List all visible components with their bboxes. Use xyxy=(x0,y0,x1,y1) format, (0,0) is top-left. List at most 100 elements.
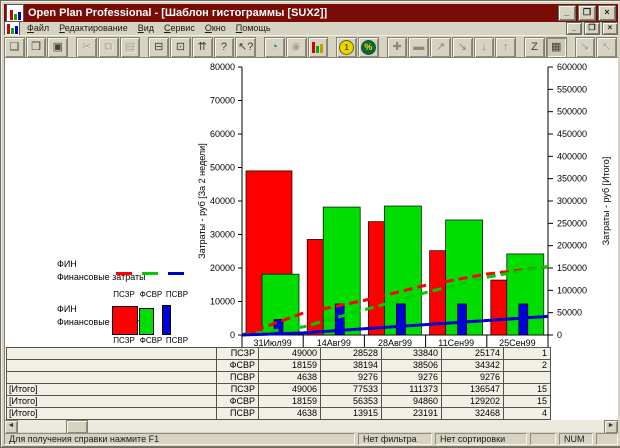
horizontal-scrollbar[interactable]: ◄ ► xyxy=(4,420,618,434)
row-group-cell: [Итого] xyxy=(7,396,216,407)
mdi-close-button[interactable]: × xyxy=(602,21,618,35)
minus-icon: ▬ xyxy=(413,40,425,53)
mdi-minimize-button[interactable]: _ xyxy=(566,21,582,35)
percent-button[interactable]: % xyxy=(358,36,379,58)
new-document-icon: ❏ xyxy=(9,40,20,53)
status-num-indicator: NUM xyxy=(559,433,593,445)
close-button[interactable]: × xyxy=(598,5,616,21)
row-resource-cell: ПСЗР xyxy=(217,348,258,359)
title-bar: Open Plan Professional - [Шаблон гистогр… xyxy=(4,4,618,22)
row-resource-cell: ПСЗР xyxy=(217,384,258,395)
legend-item-label: ПСВР xyxy=(165,290,189,299)
move-up-button[interactable]: ↑ xyxy=(495,36,517,58)
promote-button[interactable]: ↗ xyxy=(430,36,451,58)
value-cell: 1 xyxy=(504,348,550,359)
print-preview-button[interactable]: ⊡ xyxy=(170,36,191,58)
resource-icon: ◉ xyxy=(291,40,301,53)
remove-button[interactable]: ▬ xyxy=(408,36,430,58)
right-axis-tick-label: 450000 xyxy=(557,129,587,139)
value-cell: 94860 xyxy=(382,396,441,407)
value-cell: 2 xyxy=(504,360,550,371)
scrollbar-thumb[interactable] xyxy=(66,420,88,434)
value-cell: 4 xyxy=(504,408,550,419)
right-axis-tick-label: 550000 xyxy=(557,84,587,94)
left-axis-tick-label: 60000 xyxy=(210,129,235,139)
percent-icon: % xyxy=(360,39,376,55)
legend-bar-swatch xyxy=(112,306,138,335)
left-axis-tick-label: 80000 xyxy=(210,62,235,72)
status-bar: Для получения справки нажмите F1 Нет фил… xyxy=(4,433,618,445)
x-axis-label: 31Июл99 xyxy=(253,338,291,348)
client-area: 0 10000 20000 30000 40000 50000 60000 70000 8000… xyxy=(4,57,618,421)
menu-item-3[interactable]: Вид xyxy=(137,23,154,33)
diagonal-up-icon: ↗ xyxy=(435,40,446,53)
value-cell: 15 xyxy=(504,396,550,407)
help-button[interactable]: ? xyxy=(213,36,235,58)
value-cell: 4638 xyxy=(259,372,320,383)
move-down-button[interactable]: ↓ xyxy=(473,36,495,58)
restore-button[interactable]: ❐ xyxy=(578,5,596,21)
context-help-button[interactable]: ↖? xyxy=(235,36,257,58)
legend-bar-swatch xyxy=(162,305,171,335)
value-cell: 38506 xyxy=(382,360,441,371)
menu-item-1[interactable]: Файл xyxy=(27,23,50,33)
row-group-cell xyxy=(7,348,216,359)
add-button[interactable]: ✚ xyxy=(386,36,408,58)
scissors-icon: ✂ xyxy=(81,40,92,53)
x-axis-label: 25Сен99 xyxy=(499,338,536,348)
legend-item-label: ФСВР xyxy=(139,336,163,345)
demote-button[interactable]: ↘ xyxy=(451,36,473,58)
copy-icon: ⧉ xyxy=(104,40,113,53)
value-cell: 9276 xyxy=(442,372,503,383)
print-button[interactable]: ⊟ xyxy=(148,36,170,58)
right-axis-tick-label: 350000 xyxy=(557,174,587,184)
legend-lines-title1: ФИН xyxy=(57,259,77,269)
row-resource-cell: ФСВР xyxy=(217,360,258,371)
legend-bars-title1: ФИН xyxy=(57,304,77,314)
legend-lines-title2: Финансовые затраты xyxy=(57,272,146,282)
right-axis-tick-label: 500000 xyxy=(557,107,587,117)
menu-item-6[interactable]: Помощь xyxy=(235,23,271,33)
sort-button[interactable]: Z xyxy=(524,36,545,58)
mdi-restore-button[interactable]: ❐ xyxy=(584,21,600,35)
data-table: ПСЗР 49000 28528 33840 25174 1 ФСВР 18159 38194 3… xyxy=(6,347,551,420)
menu-item-5[interactable]: Окно xyxy=(204,23,226,33)
legend-line-swatch xyxy=(142,272,158,275)
save-button[interactable]: ▣ xyxy=(47,36,69,58)
legend-item-label: ФСВР xyxy=(139,290,163,299)
legend-item-label: ПСЗР xyxy=(113,336,135,345)
row-group-cell: [Итого] xyxy=(7,408,216,419)
histogram-button[interactable] xyxy=(307,36,329,58)
left-axis-tick-label: 40000 xyxy=(210,196,235,206)
menu-items: Файл Редактирование Вид Сервис Окно Помощь xyxy=(22,23,564,33)
scroll-right-button[interactable]: ► xyxy=(604,420,618,434)
right-axis-tick-label: 0 xyxy=(557,330,562,340)
up-arrow-icon: ↑ xyxy=(503,40,509,53)
new-button[interactable]: ❏ xyxy=(4,36,25,58)
value-cell: 77533 xyxy=(321,384,381,395)
scroll-left-button[interactable]: ◄ xyxy=(4,420,18,434)
menu-item-4[interactable]: Сервис xyxy=(164,23,195,33)
legend-item-label: ПСЗР xyxy=(113,290,135,299)
cost-histogram-chart: 0 10000 20000 30000 40000 50000 60000 70000 8000… xyxy=(197,62,611,351)
status-sort: Нет сортировки xyxy=(435,433,527,445)
cost-button[interactable]: 1 xyxy=(336,36,358,58)
right-axis-title: Затраты - руб [Итого] xyxy=(601,157,611,246)
row-resource-cell: ПСВР xyxy=(217,408,258,419)
bar-ПСВР xyxy=(334,303,345,336)
clock-icon: ◔ xyxy=(271,40,278,53)
table-view-button[interactable]: ▦ xyxy=(545,36,567,58)
time-analysis-button[interactable]: ◔ xyxy=(264,36,285,58)
update-button[interactable]: ⇈ xyxy=(191,36,213,58)
shrink-window-button: ↘ xyxy=(574,36,596,58)
menu-item-2[interactable]: Редактирование xyxy=(59,23,128,33)
status-filter: Нет фильтра xyxy=(358,433,432,445)
cumulative-line-ФСВР [Итого] xyxy=(241,264,549,337)
left-axis-title: Затраты - руб [За 2 недели] xyxy=(197,143,207,258)
printer-icon: ⊟ xyxy=(154,40,164,53)
cumulative-line-ПСЗР [Итого] xyxy=(241,265,549,337)
open-button[interactable]: ❒ xyxy=(25,36,47,58)
value-cell: 9276 xyxy=(382,372,441,383)
double-up-arrow-icon: ⇈ xyxy=(197,40,207,53)
minimize-button[interactable]: _ xyxy=(558,5,576,21)
